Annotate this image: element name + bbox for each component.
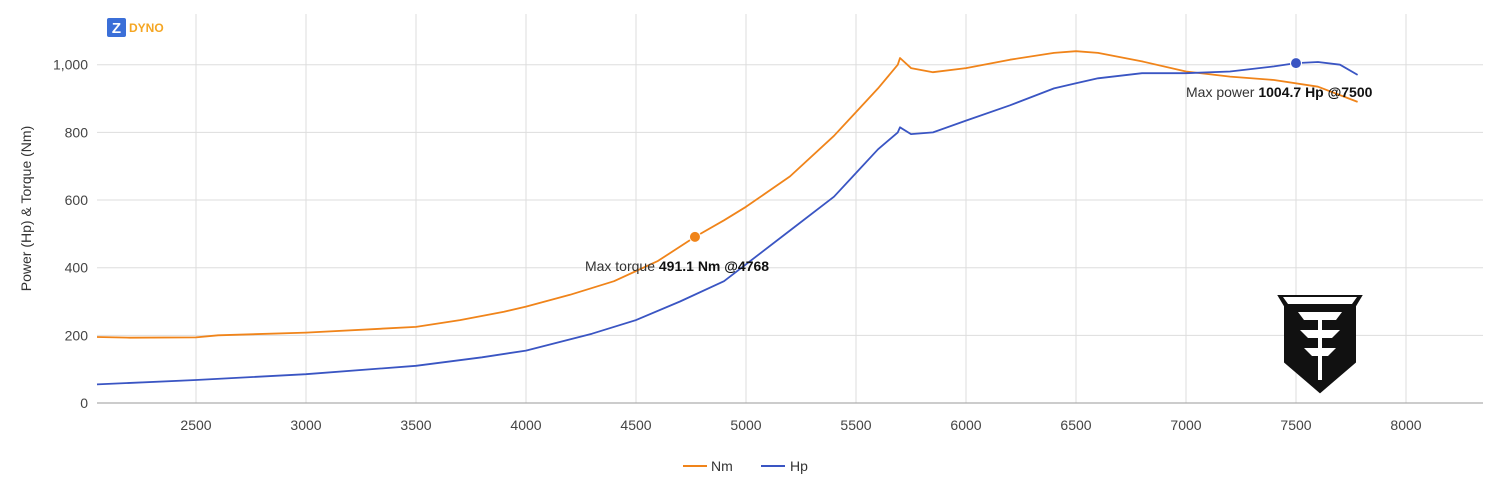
y-tick-label: 0 [80,395,88,411]
max-power-value: 1004.7 Hp @7500 [1258,84,1372,100]
y-tick-label: 800 [65,124,89,140]
y-tick-label: 1,000 [53,57,88,73]
z-letter: Z [112,20,121,37]
x-tick-label: 8000 [1390,417,1421,433]
legend-label-nm: Nm [711,458,733,474]
x-tick-label: 7500 [1280,417,1311,433]
y-axis-title: Power (Hp) & Torque (Nm) [18,126,34,291]
peak-marker-hp[interactable] [1290,57,1302,70]
max-torque-annotation: Max torque 491.1 Nm @4768 [585,258,769,274]
peak-markers[interactable] [688,57,1302,243]
x-tick-label: 5500 [840,417,871,433]
brand-logo: Z DYNO [107,18,164,37]
max-power-annotation: Max power 1004.7 Hp @7500 [1186,84,1373,100]
y-tick-label: 400 [65,260,89,276]
x-tick-label: 3500 [400,417,431,433]
peak-marker-nm[interactable] [688,230,701,243]
x-tick-label: 4000 [510,417,541,433]
brand-name: DYNO [129,21,164,35]
x-tick-label: 2500 [180,417,211,433]
max-power-label: Max power [1186,84,1258,100]
legend-label-hp: Hp [790,458,808,474]
x-axis-ticks: 2500 3000 3500 4000 4500 5000 5500 6000 6500 7000… [180,417,1421,433]
y-tick-label: 200 [65,327,89,343]
series-line-nm [96,50,1358,339]
x-tick-label: 4500 [620,417,651,433]
max-torque-label: Max torque [585,258,659,274]
x-tick-label: 6000 [950,417,981,433]
x-tick-label: 3000 [290,417,321,433]
grid-lines [97,14,1483,403]
x-tick-label: 7000 [1170,417,1201,433]
series-lines [96,50,1359,386]
y-axis-ticks: 0 200 400 600 800 1,000 [53,57,88,411]
z-logo-icon [107,18,126,37]
x-tick-label: 6500 [1060,417,1091,433]
y-tick-label: 600 [65,192,89,208]
series-line-hp [96,61,1359,386]
max-torque-value: 491.1 Nm @4768 [659,258,769,274]
legend-item-hp[interactable]: Hp [761,458,808,474]
shield-logo-icon [1277,295,1363,394]
x-tick-label: 5000 [730,417,761,433]
legend[interactable]: Nm Hp [683,458,808,474]
legend-item-nm[interactable]: Nm [683,458,733,474]
